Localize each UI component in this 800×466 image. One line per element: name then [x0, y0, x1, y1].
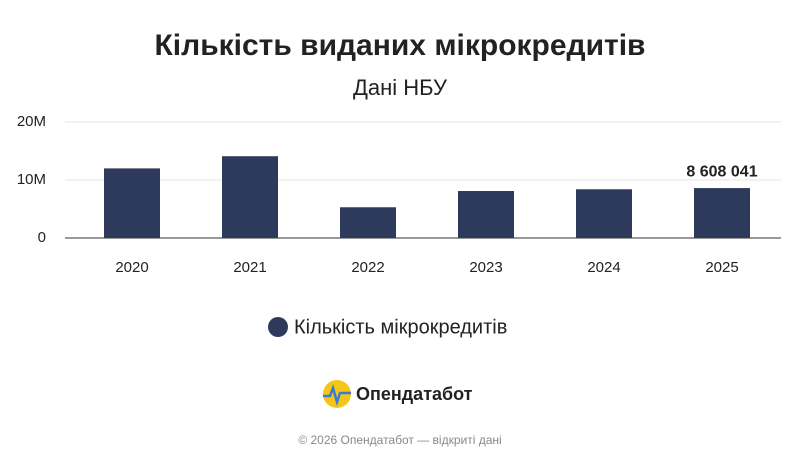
logo-circle [323, 380, 351, 408]
chart-subtitle: Дані НБУ [353, 75, 448, 100]
chart-title: Кількість виданих мікрокредитів [154, 29, 645, 62]
x-tick-label: 2021 [233, 259, 266, 276]
bar [694, 188, 750, 238]
bar [576, 189, 632, 238]
x-tick-label: 2024 [587, 259, 620, 276]
value-label: 8 608 041 [686, 163, 757, 180]
x-tick-label: 2025 [705, 259, 738, 276]
bar [340, 207, 396, 238]
bar [104, 168, 160, 238]
legend-marker [268, 317, 288, 337]
x-tick-label: 2020 [115, 259, 148, 276]
brand-logo: Опендатабот [323, 380, 473, 408]
legend-label: Кількість мікрокредитів [294, 316, 507, 338]
bar [222, 156, 278, 238]
logo-wave [323, 384, 351, 407]
x-tick-label: 2023 [469, 259, 502, 276]
brand-name: Опендатабот [356, 384, 473, 404]
y-tick-label: 0 [38, 229, 46, 246]
x-tick-label: 2022 [351, 259, 384, 276]
y-tick-label: 10M [17, 171, 46, 188]
y-tick-label: 20M [17, 113, 46, 130]
bar [458, 191, 514, 238]
footer: © 2026 Опендатабот — відкриті дані [298, 433, 501, 447]
